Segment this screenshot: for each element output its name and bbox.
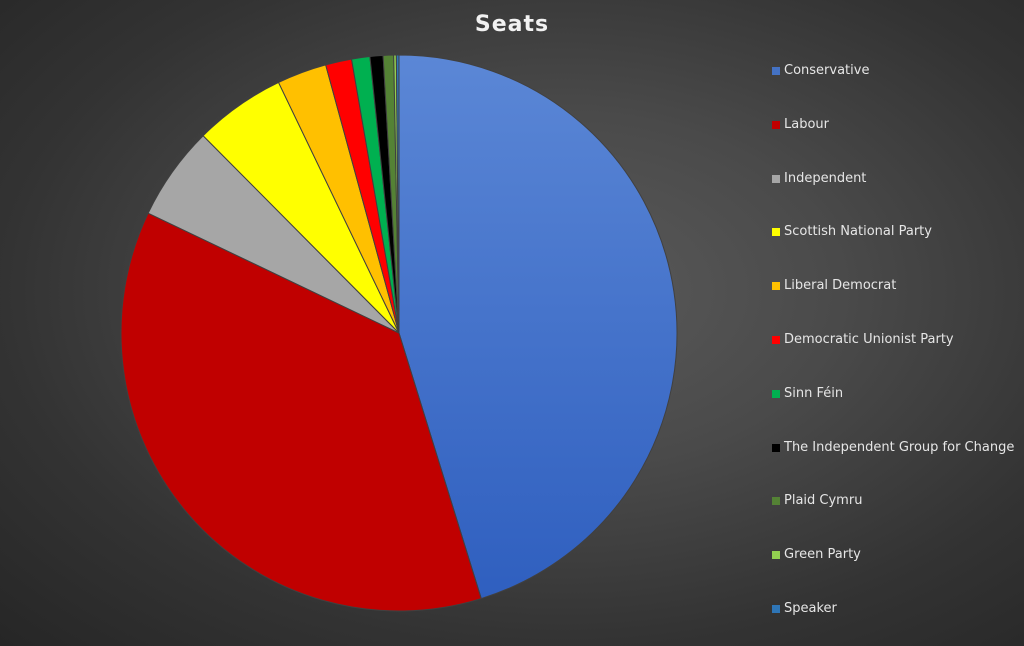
chart-title: Seats <box>474 12 550 37</box>
legend-swatch <box>772 389 780 398</box>
legend-swatch <box>772 120 780 129</box>
legend-label: Scottish National Party <box>784 224 932 240</box>
legend-swatch <box>772 605 780 613</box>
legend-swatch <box>772 228 780 237</box>
legend-swatch <box>772 282 780 291</box>
legend-swatch <box>772 67 780 75</box>
legend-label: Democratic Unionist Party <box>784 332 954 347</box>
pie-slice-conservative <box>398 54 678 600</box>
legend-label: Sinn Féin <box>784 385 844 401</box>
legend-label: Liberal Democrat <box>784 278 897 294</box>
legend-swatch <box>772 497 780 506</box>
legend-swatch <box>772 174 780 183</box>
legend-swatch <box>772 551 780 560</box>
legend-label: Independent <box>784 170 867 186</box>
legend-label: Speaker <box>784 601 837 616</box>
legend-label: Green Party <box>784 547 861 563</box>
legend-swatch <box>772 336 780 344</box>
pie-slice-labour <box>120 212 482 612</box>
legend-label: Plaid Cymru <box>784 493 863 509</box>
legend-swatch <box>772 443 780 452</box>
pie-slice-speaker <box>395 54 400 334</box>
legend-label: Conservative <box>784 63 870 78</box>
legend-label: Labour <box>784 116 829 132</box>
legend-label: The Independent Group for Change <box>784 439 1015 455</box>
